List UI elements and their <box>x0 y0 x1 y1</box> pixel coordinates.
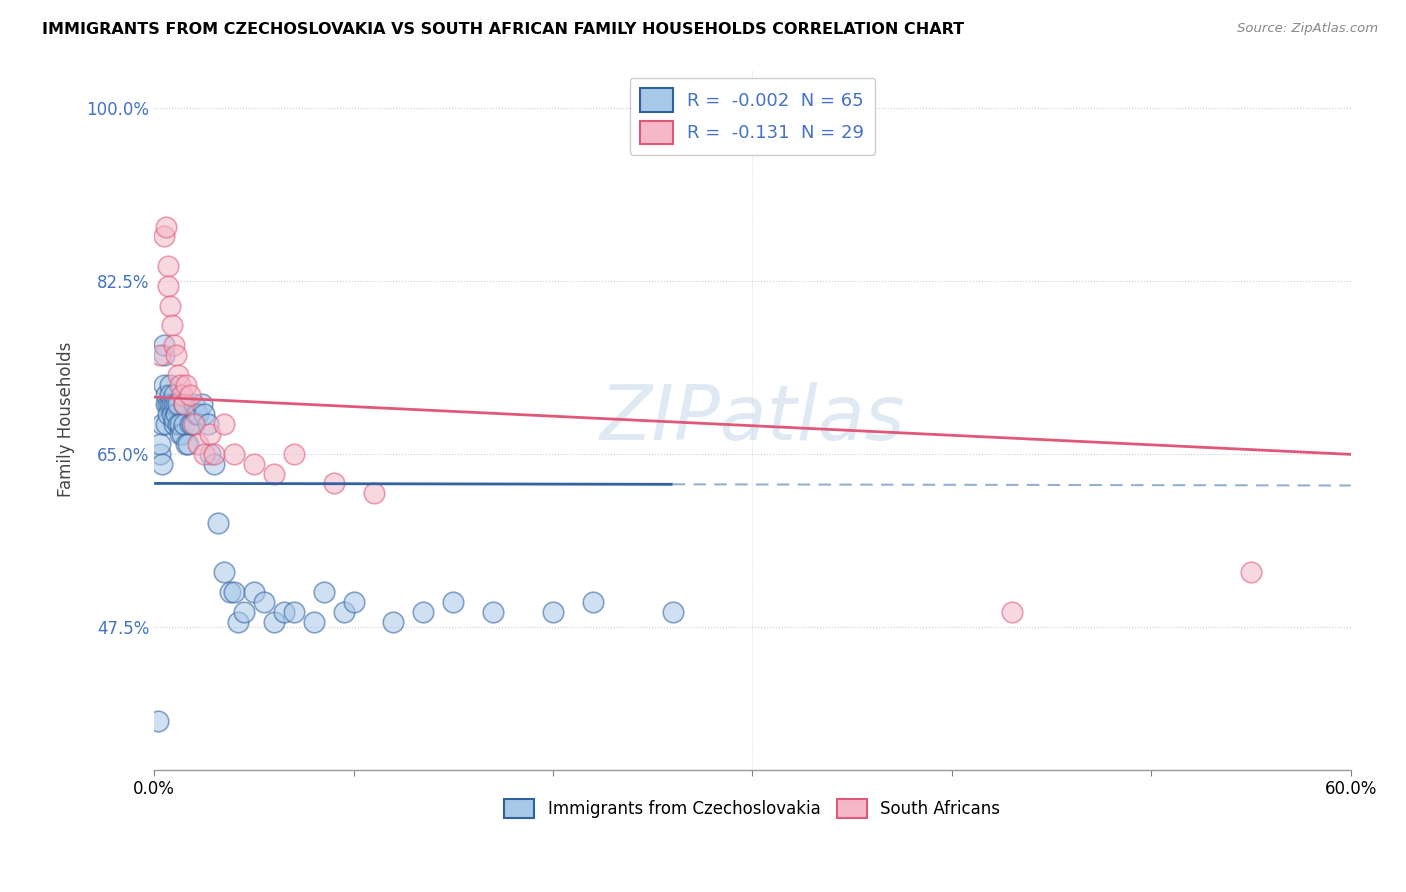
Point <box>253 595 276 609</box>
Point <box>222 585 245 599</box>
Point <box>160 407 183 421</box>
Point <box>179 417 201 432</box>
Point <box>1001 605 1024 619</box>
Text: Source: ZipAtlas.com: Source: ZipAtlas.com <box>1237 22 1378 36</box>
Point <box>173 397 195 411</box>
Point <box>159 397 181 411</box>
Point <box>149 447 172 461</box>
Point <box>174 437 197 451</box>
Point <box>165 397 187 411</box>
Point <box>222 447 245 461</box>
Point <box>160 397 183 411</box>
Point <box>302 615 325 629</box>
Point <box>153 377 176 392</box>
Point <box>661 605 683 619</box>
Point <box>263 467 285 481</box>
Point <box>173 417 195 432</box>
Text: ZIPatlas: ZIPatlas <box>600 383 905 457</box>
Point <box>193 447 215 461</box>
Point <box>183 397 205 411</box>
Point <box>169 417 191 432</box>
Point <box>146 714 169 728</box>
Point <box>541 605 564 619</box>
Point <box>159 377 181 392</box>
Point <box>322 476 344 491</box>
Point <box>283 447 305 461</box>
Point <box>219 585 242 599</box>
Point <box>207 516 229 530</box>
Point <box>169 377 191 392</box>
Point <box>153 229 176 244</box>
Point <box>193 407 215 421</box>
Point <box>157 278 180 293</box>
Point <box>155 387 177 401</box>
Point <box>153 348 176 362</box>
Point <box>212 566 235 580</box>
Point <box>198 447 221 461</box>
Point <box>173 397 195 411</box>
Point <box>187 437 209 451</box>
Point <box>312 585 335 599</box>
Point <box>179 387 201 401</box>
Point <box>332 605 354 619</box>
Point <box>181 417 204 432</box>
Point <box>243 585 266 599</box>
Point <box>198 427 221 442</box>
Point <box>170 427 193 442</box>
Point <box>273 605 295 619</box>
Text: IMMIGRANTS FROM CZECHOSLOVAKIA VS SOUTH AFRICAN FAMILY HOUSEHOLDS CORRELATION CH: IMMIGRANTS FROM CZECHOSLOVAKIA VS SOUTH … <box>42 22 965 37</box>
Point <box>177 437 200 451</box>
Point <box>184 407 207 421</box>
Point <box>157 397 180 411</box>
Point <box>232 605 254 619</box>
Point <box>167 368 190 382</box>
Point <box>163 338 186 352</box>
Point <box>582 595 605 609</box>
Point <box>363 486 385 500</box>
Point <box>169 427 191 442</box>
Point <box>155 219 177 234</box>
Point <box>163 412 186 426</box>
Point <box>167 397 190 411</box>
Point <box>165 348 187 362</box>
Point <box>155 417 177 432</box>
Point <box>150 457 173 471</box>
Point <box>160 318 183 333</box>
Point <box>157 407 180 421</box>
Y-axis label: Family Households: Family Households <box>58 342 75 497</box>
Point <box>382 615 405 629</box>
Point <box>170 387 193 401</box>
Point <box>167 417 190 432</box>
Point <box>187 407 209 421</box>
Point <box>202 457 225 471</box>
Point <box>243 457 266 471</box>
Point <box>1240 566 1263 580</box>
Point <box>183 417 205 432</box>
Point <box>212 417 235 432</box>
Point <box>165 407 187 421</box>
Legend: Immigrants from Czechoslovakia, South Africans: Immigrants from Czechoslovakia, South Af… <box>498 792 1007 825</box>
Point <box>159 299 181 313</box>
Point <box>197 417 219 432</box>
Point <box>283 605 305 619</box>
Point <box>149 348 172 362</box>
Point <box>155 397 177 411</box>
Point <box>150 417 173 432</box>
Point <box>482 605 505 619</box>
Point <box>153 338 176 352</box>
Point <box>157 259 180 273</box>
Point <box>202 447 225 461</box>
Point <box>226 615 249 629</box>
Point <box>263 615 285 629</box>
Point <box>163 397 186 411</box>
Point <box>342 595 364 609</box>
Point <box>159 387 181 401</box>
Point <box>149 437 172 451</box>
Point <box>441 595 464 609</box>
Point <box>163 387 186 401</box>
Point <box>412 605 434 619</box>
Point <box>191 397 214 411</box>
Point <box>174 377 197 392</box>
Point <box>163 417 186 432</box>
